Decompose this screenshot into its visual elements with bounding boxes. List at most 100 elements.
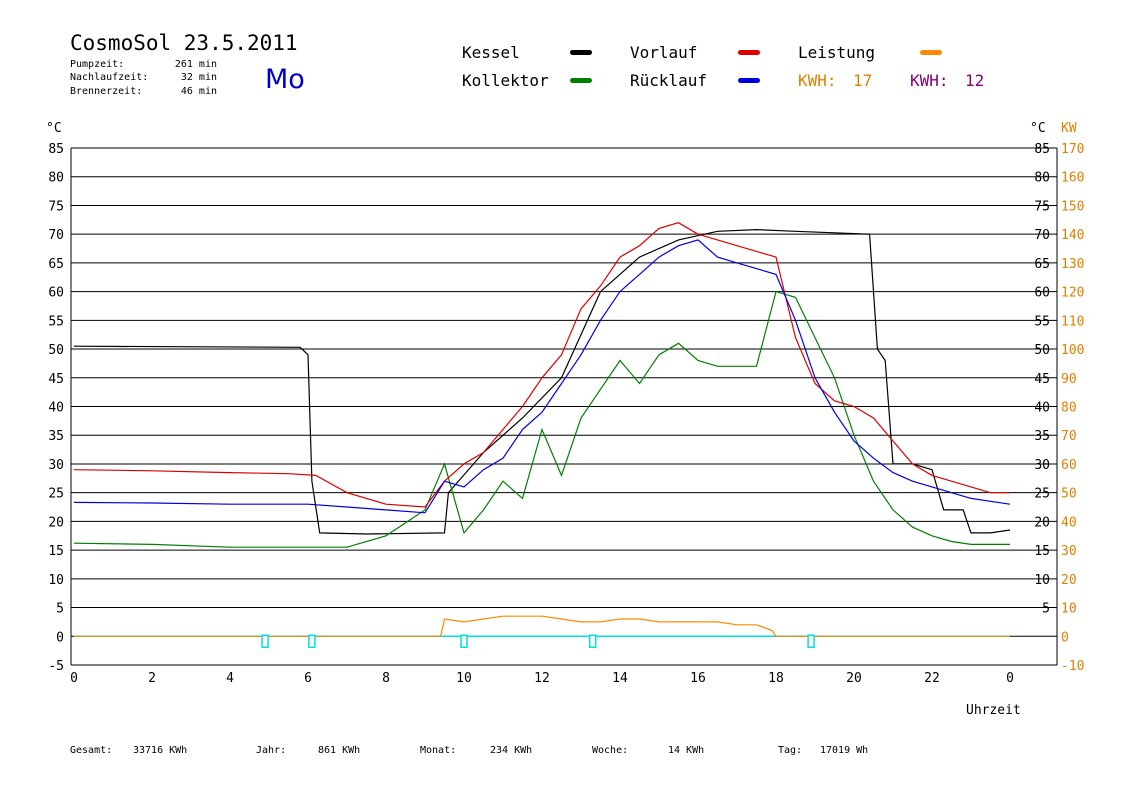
legend-vorlauf-label: Vorlauf bbox=[630, 43, 697, 62]
footer-gesamt-value: 33716 KWh bbox=[133, 745, 187, 756]
footer-woche-value: 14 KWh bbox=[668, 745, 704, 756]
x-tick-4: 8 bbox=[382, 671, 390, 686]
y-ticks-right: 5 10 15 20 25 30 35 40 45 50 55 60 65 70 75 80 85 bbox=[1034, 142, 1050, 617]
x-tick-11: 22 bbox=[924, 671, 940, 686]
chart-title: CosmoSol 23.5.2011 bbox=[70, 31, 298, 55]
y-tick-right-40: 40 bbox=[1034, 401, 1050, 416]
x-tick-5: 10 bbox=[456, 671, 472, 686]
kwh-2-label: KWH: bbox=[910, 71, 949, 90]
y-tick-left-75: 75 bbox=[48, 199, 64, 214]
y2-tick-140: 140 bbox=[1061, 228, 1084, 243]
y-right-unit: °C bbox=[1030, 121, 1046, 136]
y-tick-left-20: 20 bbox=[48, 515, 64, 530]
y2-tick-150: 150 bbox=[1061, 199, 1084, 214]
y-tick-right-35: 35 bbox=[1034, 429, 1050, 444]
x-tick-8: 16 bbox=[690, 671, 706, 686]
x-tick-7: 14 bbox=[612, 671, 628, 686]
y-tick-right-45: 45 bbox=[1034, 372, 1050, 387]
y-tick-right-15: 15 bbox=[1034, 544, 1050, 559]
legend-ruecklauf-swatch bbox=[738, 78, 760, 83]
y-tick-left-30: 30 bbox=[48, 458, 64, 473]
x-axis-label: Uhrzeit bbox=[966, 703, 1021, 718]
y-tick-left-65: 65 bbox=[48, 257, 64, 272]
x-tick-3: 6 bbox=[304, 671, 312, 686]
x-tick-6: 12 bbox=[534, 671, 550, 686]
x-tick-2: 4 bbox=[226, 671, 234, 686]
brennerzeit-value: 46 min bbox=[181, 86, 217, 97]
y-tick-left-5: 5 bbox=[56, 602, 64, 617]
series-leistung bbox=[74, 615, 1010, 637]
y-left-unit: °C bbox=[46, 121, 62, 136]
x-tick-0: 0 bbox=[70, 671, 78, 686]
y-tick-left-80: 80 bbox=[48, 171, 64, 186]
footer-monat-label: Monat: bbox=[420, 745, 456, 756]
brennerzeit-label: Brennerzeit: bbox=[70, 86, 142, 97]
y2-tick-100: 100 bbox=[1061, 343, 1084, 358]
x-tick-9: 18 bbox=[768, 671, 784, 686]
nachlaufzeit-label: Nachlaufzeit: bbox=[70, 72, 148, 83]
y2-tick-90: 90 bbox=[1061, 372, 1077, 387]
y2-tick-0: 0 bbox=[1061, 630, 1069, 645]
legend-leistung-label: Leistung bbox=[798, 43, 875, 62]
x-tick-1: 2 bbox=[148, 671, 156, 686]
x-tick-12: 0 bbox=[1006, 671, 1014, 686]
y-tick-left-70: 70 bbox=[48, 228, 64, 243]
y-tick-right-30: 30 bbox=[1034, 458, 1050, 473]
y-tick-left-25: 25 bbox=[48, 487, 64, 502]
footer-tag-value: 17019 Wh bbox=[820, 745, 868, 756]
x-tick-10: 20 bbox=[846, 671, 862, 686]
y-tick-left-0: 0 bbox=[56, 630, 64, 645]
kwh-1-label: KWH: bbox=[798, 71, 837, 90]
y-tick-right-50: 50 bbox=[1034, 343, 1050, 358]
y2-tick-20: 20 bbox=[1061, 573, 1077, 588]
y-ticks-left: -5 0 5 10 15 20 25 30 35 40 45 50 55 60 65 70 75 80 85 bbox=[48, 142, 64, 674]
y-tick-right-70: 70 bbox=[1034, 228, 1050, 243]
legend-kessel-label: Kessel bbox=[462, 43, 520, 62]
footer-jahr-label: Jahr: bbox=[256, 745, 286, 756]
footer-jahr-value: 861 KWh bbox=[318, 745, 360, 756]
y-tick-right-55: 55 bbox=[1034, 314, 1050, 329]
y2-tick-170: 170 bbox=[1061, 142, 1084, 157]
y-tick-left-45: 45 bbox=[48, 372, 64, 387]
y2-tick-70: 70 bbox=[1061, 429, 1077, 444]
series-kollektor bbox=[73, 290, 1010, 548]
y2-tick-120: 120 bbox=[1061, 286, 1084, 301]
y-tick-left-60: 60 bbox=[48, 286, 64, 301]
pumpzeit-value: 261 min bbox=[175, 59, 217, 70]
nachlaufzeit-value: 32 min bbox=[181, 72, 217, 83]
kwh-1-value: 17 bbox=[853, 71, 872, 90]
y-tick-right-20: 20 bbox=[1034, 515, 1050, 530]
grid bbox=[70, 147, 1058, 666]
y-tick-right-85: 85 bbox=[1034, 142, 1050, 157]
series-vorlauf bbox=[73, 222, 1010, 508]
legend-kessel-swatch bbox=[570, 50, 592, 55]
footer-woche-label: Woche: bbox=[592, 745, 628, 756]
y-ticks-right2: -10 0 10 20 30 40 50 60 70 80 90 100 110 120 130 140 150… bbox=[1061, 142, 1084, 674]
x-marker-0 bbox=[261, 634, 269, 649]
x-ticks: 0 2 4 6 8 10 12 14 16 18 20 22 0 bbox=[70, 671, 1014, 686]
y2-tick--10: -10 bbox=[1061, 659, 1084, 674]
kwh-2-value: 12 bbox=[965, 71, 984, 90]
x-marker-3 bbox=[588, 634, 597, 649]
marker-group bbox=[261, 634, 815, 649]
footer: Gesamt: 33716 KWh Jahr: 861 KWh Monat: 2… bbox=[70, 745, 868, 756]
y-tick-left--5: -5 bbox=[48, 659, 64, 674]
y-tick-left-85: 85 bbox=[48, 142, 64, 157]
y2-tick-30: 30 bbox=[1061, 544, 1077, 559]
x-marker-4 bbox=[807, 634, 815, 649]
y-tick-left-15: 15 bbox=[48, 544, 64, 559]
y2-tick-80: 80 bbox=[1061, 401, 1077, 416]
series-rücklauf bbox=[73, 239, 1011, 514]
y2-unit: KW bbox=[1061, 121, 1077, 136]
pumpzeit-label: Pumpzeit: bbox=[70, 59, 124, 70]
y-tick-right-80: 80 bbox=[1034, 171, 1050, 186]
legend: Kessel Kollektor Vorlauf Rücklauf Leistu… bbox=[462, 43, 984, 90]
y2-tick-50: 50 bbox=[1061, 487, 1077, 502]
y2-tick-130: 130 bbox=[1061, 257, 1084, 272]
legend-vorlauf-swatch bbox=[738, 50, 760, 55]
series-group bbox=[73, 222, 1011, 638]
y2-tick-160: 160 bbox=[1061, 171, 1084, 186]
day-label: Mo bbox=[265, 64, 305, 95]
x-marker-2 bbox=[460, 634, 468, 649]
